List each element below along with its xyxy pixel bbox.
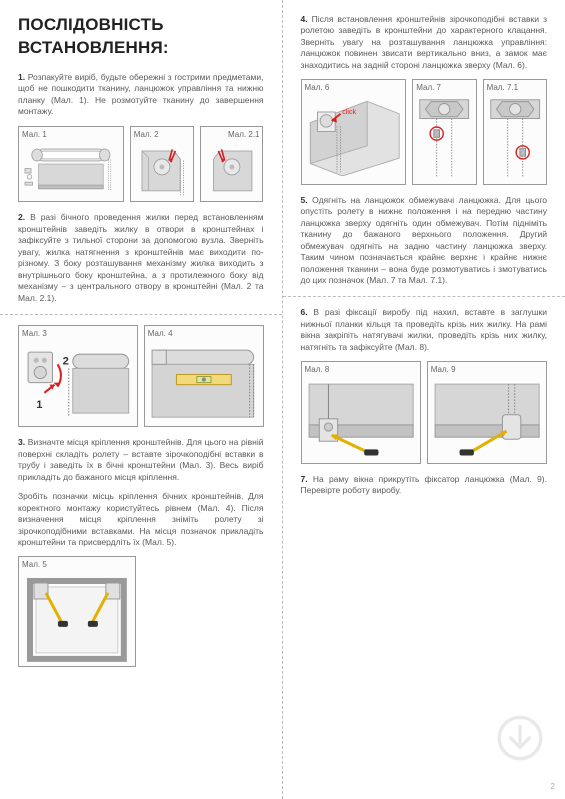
step-2-text: В разі бічного проведення жилки перед вс… xyxy=(18,212,264,302)
fig71-svg xyxy=(487,96,543,181)
fig2-svg xyxy=(134,143,190,199)
fig-7: Мал. 7 xyxy=(412,79,476,184)
fig21-svg xyxy=(204,143,260,199)
fig-4-cap: Мал. 4 xyxy=(148,329,260,340)
click-label: click xyxy=(342,108,356,116)
fig8-svg xyxy=(305,378,417,460)
step-7-num: 7. xyxy=(301,474,308,484)
divider-left xyxy=(0,314,282,315)
fig-row-1: Мал. 1 Мал. 2 xyxy=(18,126,264,203)
step-7: 7. На раму вікна прикрутіть фіксатор лан… xyxy=(301,474,548,497)
fig-7-1-cap: Мал. 7.1 xyxy=(487,83,543,94)
fig9-svg xyxy=(431,378,543,460)
step-6-text: В разі фіксації виробу під нахил, вставт… xyxy=(301,307,548,351)
fig-8-cap: Мал. 8 xyxy=(305,365,417,376)
fig-7-cap: Мал. 7 xyxy=(416,83,472,94)
step-5-text: Одягніть на ланцюжок обмежувачі ланцюжка… xyxy=(301,195,548,285)
fig-row-4: Мал. 6 click Мал. 7 xyxy=(301,79,548,184)
fig3-svg: 2 1 xyxy=(22,342,134,423)
step-2: 2. В разі бічного проведення жилки перед… xyxy=(18,212,264,304)
step-7-text: На раму вікна прикрутіть фіксатор ланцюж… xyxy=(301,474,547,495)
page-title: ПОСЛІДОВНІСТЬ ВСТАНОВЛЕННЯ: xyxy=(18,14,264,60)
fig6-svg: click xyxy=(305,96,403,176)
fig5-svg xyxy=(22,573,132,663)
fig-4: Мал. 4 xyxy=(144,325,264,427)
step-3b-text: Зробіть позначки місць кріплення бічних … xyxy=(18,491,264,547)
fig7-svg xyxy=(416,96,472,181)
fig-2-1-cap: Мал. 2.1 xyxy=(204,130,260,141)
fig-2-1: Мал. 2.1 xyxy=(200,126,264,203)
fig1-svg xyxy=(22,143,120,196)
step-3a-text: Визначте місця кріплення кронштейнів. Дл… xyxy=(18,437,264,481)
step-1: 1. Розпакуйте виріб, будьте обережні з г… xyxy=(18,72,264,118)
page-number: 2 xyxy=(551,782,555,793)
step-4-text: Після встановлення кронштейнів зірочкопо… xyxy=(301,14,548,70)
fig-1-cap: Мал. 1 xyxy=(22,130,120,141)
fig-row-5: Мал. 8 Мал. 9 xyxy=(301,361,548,463)
step-1-text: Розпакуйте виріб, будьте обережні з гост… xyxy=(18,72,264,116)
fig4-svg xyxy=(148,342,260,423)
step-3-num: 3. xyxy=(18,437,25,447)
fig-9: Мал. 9 xyxy=(427,361,547,463)
fig-row-3: Мал. 5 xyxy=(18,556,264,667)
step-4: 4. Після встановлення кронштейнів зірочк… xyxy=(301,14,548,71)
step-5-num: 5. xyxy=(301,195,308,205)
fig-2-cap: Мал. 2 xyxy=(134,130,190,141)
fig-8: Мал. 8 xyxy=(301,361,421,463)
fig-1: Мал. 1 xyxy=(18,126,124,203)
svg-text:2: 2 xyxy=(63,355,69,367)
step-1-num: 1. xyxy=(18,72,25,82)
step-5: 5. Одягніть на ланцюжок обмежувачі ланцю… xyxy=(301,195,548,287)
fig-3-cap: Мал. 3 xyxy=(22,329,134,340)
step-6-num: 6. xyxy=(301,307,308,317)
fig-3: Мал. 3 2 1 xyxy=(18,325,138,427)
step-4-num: 4. xyxy=(301,14,308,24)
step-6: 6. В разі фіксації виробу під нахил, вст… xyxy=(301,307,548,353)
svg-text:1: 1 xyxy=(36,399,42,411)
step-3b: Зробіть позначки місць кріплення бічних … xyxy=(18,491,264,548)
fig-9-cap: Мал. 9 xyxy=(431,365,543,376)
fig-2: Мал. 2 xyxy=(130,126,194,203)
right-column: 4. Після встановлення кронштейнів зірочк… xyxy=(283,0,565,799)
fig-5-cap: Мал. 5 xyxy=(22,560,132,571)
fig-6: Мал. 6 click xyxy=(301,79,407,184)
step-3a: 3. Визначте місця кріплення кронштейнів.… xyxy=(18,437,264,483)
fig-6-cap: Мал. 6 xyxy=(305,83,403,94)
watermark-icon xyxy=(497,715,543,761)
step-2-num: 2. xyxy=(18,212,25,222)
fig-7-1: Мал. 7.1 xyxy=(483,79,547,184)
fig-5: Мал. 5 xyxy=(18,556,136,667)
fig-row-2: Мал. 3 2 1 Мал. 4 xyxy=(18,325,264,427)
divider-right xyxy=(283,296,565,297)
left-column: ПОСЛІДОВНІСТЬ ВСТАНОВЛЕННЯ: 1. Розпакуйт… xyxy=(0,0,283,799)
